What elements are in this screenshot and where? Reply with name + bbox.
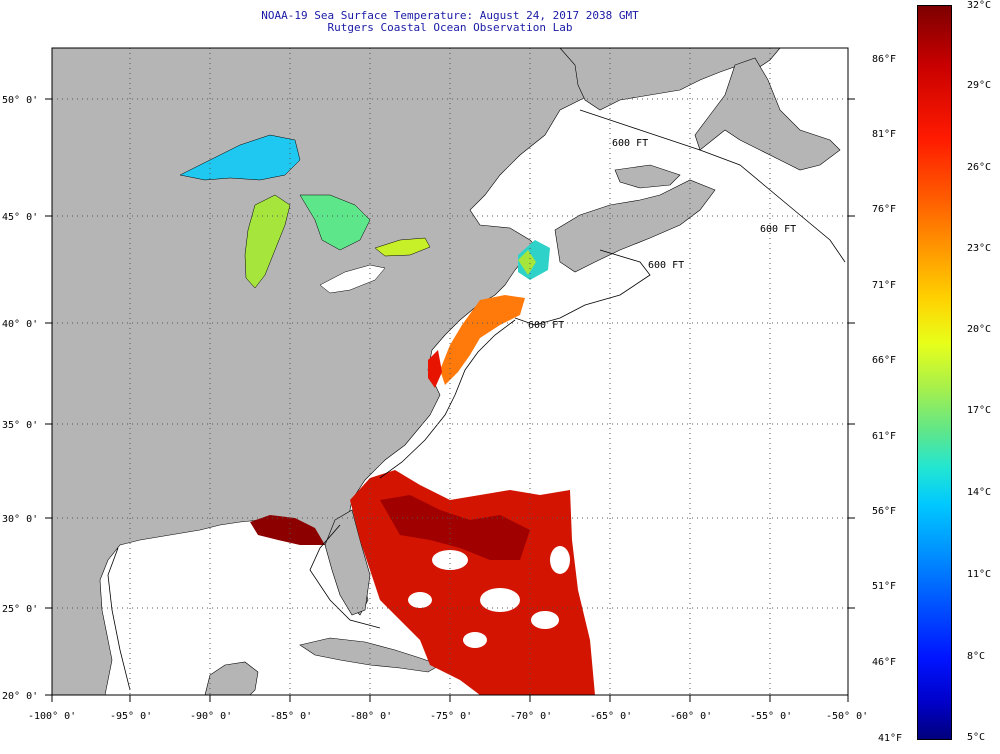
colorbar-f-label: 76°F (872, 204, 897, 215)
lon-tick-label: -60° 0' (670, 711, 712, 722)
sst-chesapeake (428, 350, 442, 388)
sst-map[interactable]: 600 FT 600 FT 600 FT 600 FT (0, 0, 900, 754)
colorbar-c-label: 5°C (967, 732, 986, 743)
colorbar-c-label: 29°C (967, 80, 992, 91)
lon-tick-label: -100° 0' (28, 711, 76, 722)
chart-subtitle: Rutgers Coastal Ocean Observation Lab (327, 21, 573, 34)
colorbar-f-label: 81°F (872, 129, 897, 140)
colorbar-f-label: 66°F (872, 355, 897, 366)
land-nova-scotia (554, 179, 716, 273)
lat-tick-label: 25° 0' (2, 604, 38, 615)
sst-southeast-darkred (380, 495, 530, 560)
depth-contour-line (379, 319, 516, 479)
lat-tick-label: 50° 0' (2, 95, 38, 106)
lat-tick-label: 30° 0' (2, 514, 38, 525)
colorbar-f-label: 71°F (872, 280, 897, 291)
sst-gulf-of-maine-green (518, 250, 536, 275)
colorbar-f-label: 51°F (872, 581, 897, 592)
temperature-colorbar (917, 5, 952, 740)
chart-title: NOAA-19 Sea Surface Temperature: August … (261, 9, 639, 22)
colorbar-c-label: 8°C (967, 651, 986, 662)
land-pei (614, 164, 681, 189)
depth-contour-line (309, 524, 381, 629)
land-florida (324, 509, 371, 616)
colorbar-c-label: 17°C (967, 405, 992, 416)
lon-tick-label: -95° 0' (110, 711, 152, 722)
colorbar-c-label: 11°C (967, 569, 992, 580)
lat-tick-label: 45° 0' (2, 212, 38, 223)
cloud-gaps (408, 546, 570, 648)
depth-contour-line (107, 547, 131, 691)
land-quebec (559, 47, 781, 111)
contour-label: 600 FT (648, 260, 684, 271)
lon-tick-label: -65° 0' (590, 711, 632, 722)
land-newfoundland (694, 57, 841, 171)
lon-tick-label: -70° 0' (510, 711, 552, 722)
lon-tick-label: -55° 0' (750, 711, 792, 722)
lon-tick-label: -85° 0' (270, 711, 312, 722)
colorbar-f-label: 46°F (872, 657, 897, 668)
colorbar-f-label: 61°F (872, 431, 897, 442)
colorbar-f-label: 56°F (872, 506, 897, 517)
colorbar-c-label: 14°C (967, 487, 992, 498)
sst-gulf-coast (250, 515, 325, 545)
colorbar-f-label: 41°F (878, 733, 903, 744)
colorbar-c-label: 32°C (967, 0, 992, 11)
colorbar-c-label: 20°C (967, 324, 992, 335)
lake-michigan (244, 194, 291, 289)
ticks (45, 98, 855, 702)
colorbar-c-label: 23°C (967, 243, 992, 254)
depth-contour-line (579, 109, 846, 263)
colorbar-c-label: 26°C (967, 162, 992, 173)
lat-tick-label: 35° 0' (2, 420, 38, 431)
lake-erie (319, 264, 386, 294)
lake-huron (299, 194, 371, 251)
land-cuba (299, 637, 441, 673)
land-north-america (51, 47, 591, 696)
contour-label: 600 FT (760, 224, 796, 235)
sst-mid-atlantic (440, 295, 525, 385)
lake-ontario (374, 237, 431, 257)
lon-tick-label: -75° 0' (430, 711, 472, 722)
lat-tick-label: 40° 0' (2, 319, 38, 330)
contour-label: 600 FT (528, 320, 564, 331)
land-yucatan (204, 661, 259, 696)
lon-tick-label: -50° 0' (826, 711, 868, 722)
lat-tick-label: 20° 0' (2, 691, 38, 702)
colorbar-f-label: 86°F (872, 54, 897, 65)
lon-tick-label: -80° 0' (350, 711, 392, 722)
depth-contour-line (514, 249, 651, 326)
lon-tick-label: -90° 0' (190, 711, 232, 722)
contour-label: 600 FT (612, 138, 648, 149)
